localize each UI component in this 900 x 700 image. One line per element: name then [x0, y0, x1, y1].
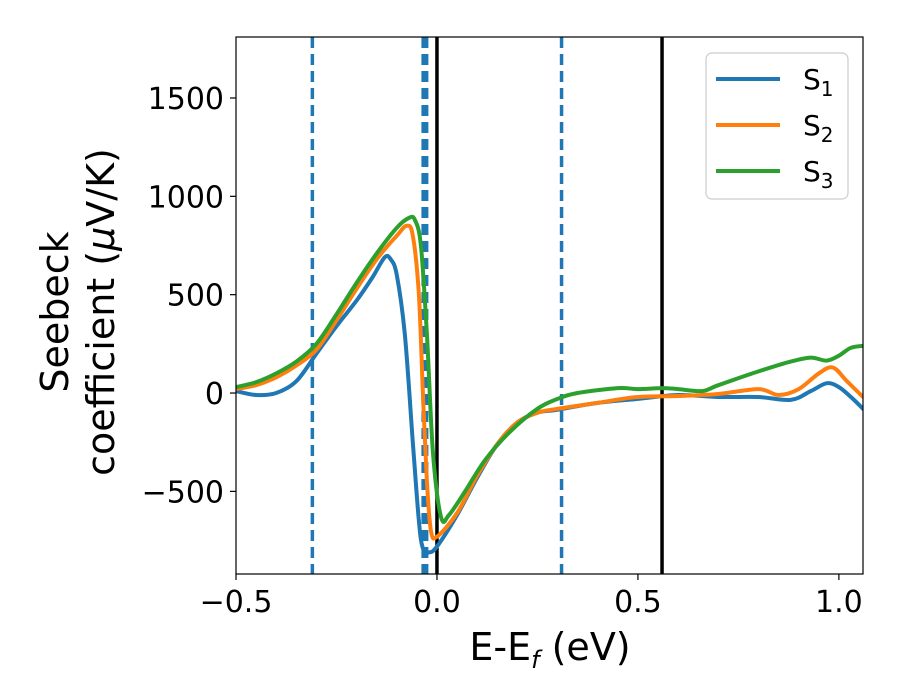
x-tick-label: 1.0: [815, 585, 863, 620]
reference-lines: [310, 37, 664, 574]
x-tick-label: 0.5: [614, 585, 662, 620]
y-axis-ticks: −500 0 500 1000 1500: [142, 82, 236, 510]
y-tick-label: 1500: [148, 82, 224, 117]
y-axis-label: Seebeck coefficient (μV/K): [33, 148, 123, 476]
legend-label-s3: S3: [803, 155, 834, 193]
x-axis-label-unit: (eV): [540, 625, 631, 669]
series-line-s2: [236, 223, 863, 541]
x-axis-ticks: −0.5 0.0 0.5 1.0: [200, 574, 863, 620]
y-tick-label: −500: [142, 475, 224, 510]
y-axis-label-post: V/K): [79, 148, 123, 227]
x-tick-label: −0.5: [200, 585, 273, 620]
legend-label-main: S: [803, 109, 821, 142]
y-axis-label-line2: coefficient (μV/K): [79, 148, 123, 476]
legend-label-main: S: [803, 155, 821, 188]
x-axis-label-main: E-E: [469, 625, 531, 669]
series-lines: [236, 214, 863, 555]
legend-label-sub: 2: [821, 123, 834, 147]
legend-label-s2: S2: [803, 109, 834, 147]
plot-frame: [235, 36, 864, 575]
series-line-s3: [236, 214, 863, 525]
y-tick-label: 500: [167, 279, 224, 314]
legend-label-sub: 3: [821, 169, 834, 193]
y-tick-label: 1000: [148, 180, 224, 215]
x-tick-label: 0.0: [413, 585, 461, 620]
series-line-s1: [236, 253, 863, 555]
legend-label-main: S: [803, 63, 821, 96]
legend-label-s1: S1: [803, 63, 834, 101]
y-axis-label-line1: Seebeck: [33, 231, 77, 392]
y-axis-label-mu: μ: [79, 227, 123, 252]
y-axis-label-pre: coefficient (: [79, 251, 123, 476]
y-tick-label: 0: [205, 377, 224, 412]
x-axis-label: E-Ef (eV): [469, 625, 630, 674]
legend-label-sub: 1: [821, 77, 834, 101]
